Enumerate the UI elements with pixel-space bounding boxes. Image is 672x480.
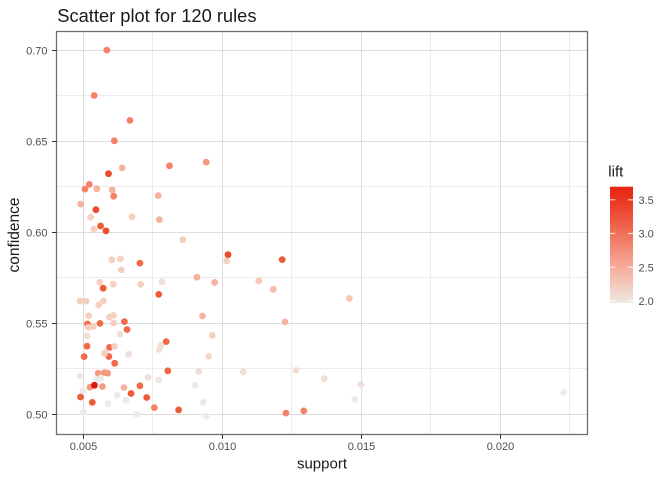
svg-text:confidence: confidence bbox=[6, 198, 23, 273]
svg-text:support: support bbox=[297, 456, 348, 473]
svg-text:2.5: 2.5 bbox=[639, 262, 654, 274]
svg-text:0.60: 0.60 bbox=[26, 228, 47, 240]
svg-text:0.005: 0.005 bbox=[70, 441, 98, 453]
svg-text:0.50: 0.50 bbox=[26, 410, 47, 422]
svg-text:0.70: 0.70 bbox=[26, 46, 47, 58]
svg-text:lift: lift bbox=[608, 164, 624, 181]
svg-text:0.65: 0.65 bbox=[26, 137, 47, 149]
svg-text:Scatter plot for 120 rules: Scatter plot for 120 rules bbox=[57, 5, 256, 26]
svg-text:0.015: 0.015 bbox=[348, 441, 376, 453]
svg-text:0.55: 0.55 bbox=[26, 319, 47, 331]
svg-text:0.020: 0.020 bbox=[487, 441, 515, 453]
svg-text:2.0: 2.0 bbox=[639, 296, 654, 308]
svg-text:3.0: 3.0 bbox=[639, 229, 654, 241]
svg-text:3.5: 3.5 bbox=[639, 195, 654, 207]
svg-text:0.010: 0.010 bbox=[209, 441, 237, 453]
